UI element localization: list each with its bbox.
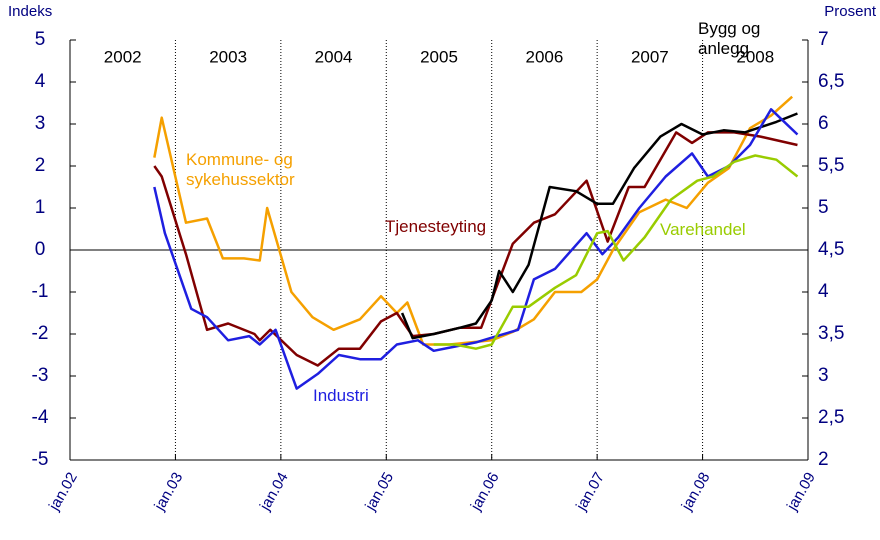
series-line [153, 108, 799, 390]
year-label: 2004 [315, 47, 353, 66]
y2-tick-label: 5 [818, 197, 829, 218]
year-label: 2007 [631, 47, 669, 66]
y-axis-label: Indeks [8, 3, 52, 20]
series-label: Bygg og anlegg [698, 19, 761, 58]
x-tick-label: jan.03 [151, 469, 187, 514]
x-tick-label: jan.09 [783, 469, 819, 514]
y2-tick-label: 7 [818, 29, 829, 50]
y-tick-label: -2 [32, 323, 49, 344]
y2-tick-label: 6 [818, 113, 829, 134]
year-label: 2005 [420, 47, 458, 66]
year-label: 2002 [104, 47, 142, 66]
y-tick-label: 3 [35, 113, 46, 134]
y2-tick-label: 6,5 [818, 71, 844, 92]
series-label: Tjenesteyting [385, 217, 487, 236]
y2-tick-label: 2 [818, 449, 829, 470]
y-tick-label: 0 [35, 239, 46, 260]
x-tick-label: jan.05 [362, 469, 398, 514]
series-label: Varehandel [660, 220, 746, 239]
y2-tick-label: 5,5 [818, 155, 844, 176]
x-tick-label: jan.04 [256, 469, 292, 514]
y-tick-label: -4 [32, 407, 49, 428]
x-tick-label: jan.06 [467, 469, 503, 514]
series-line [433, 154, 799, 350]
x-tick-label: jan.02 [45, 469, 81, 514]
y2-tick-label: 4,5 [818, 239, 844, 260]
y-tick-label: 2 [35, 155, 46, 176]
y2-tick-label: 3,5 [818, 323, 844, 344]
y2-tick-label: 3 [818, 365, 829, 386]
y-tick-label: 4 [35, 71, 46, 92]
y-tick-label: -1 [32, 281, 49, 302]
y2-tick-label: 2,5 [818, 407, 844, 428]
y2-tick-label: 4 [818, 281, 829, 302]
y-tick-label: -3 [32, 365, 49, 386]
x-tick-label: jan.07 [572, 469, 608, 514]
series-label: Kommune- og sykehussektor [186, 150, 295, 189]
x-tick-label: jan.08 [678, 469, 714, 514]
y2-axis-label: Prosent [824, 3, 877, 20]
year-label: 2006 [526, 47, 564, 66]
series-label: Industri [313, 386, 369, 405]
year-label: 2008 [736, 47, 774, 66]
y-tick-label: 1 [35, 197, 46, 218]
year-label: 2003 [209, 47, 247, 66]
y-tick-label: 5 [35, 29, 46, 50]
series-line [400, 112, 798, 340]
y-tick-label: -5 [32, 449, 49, 470]
